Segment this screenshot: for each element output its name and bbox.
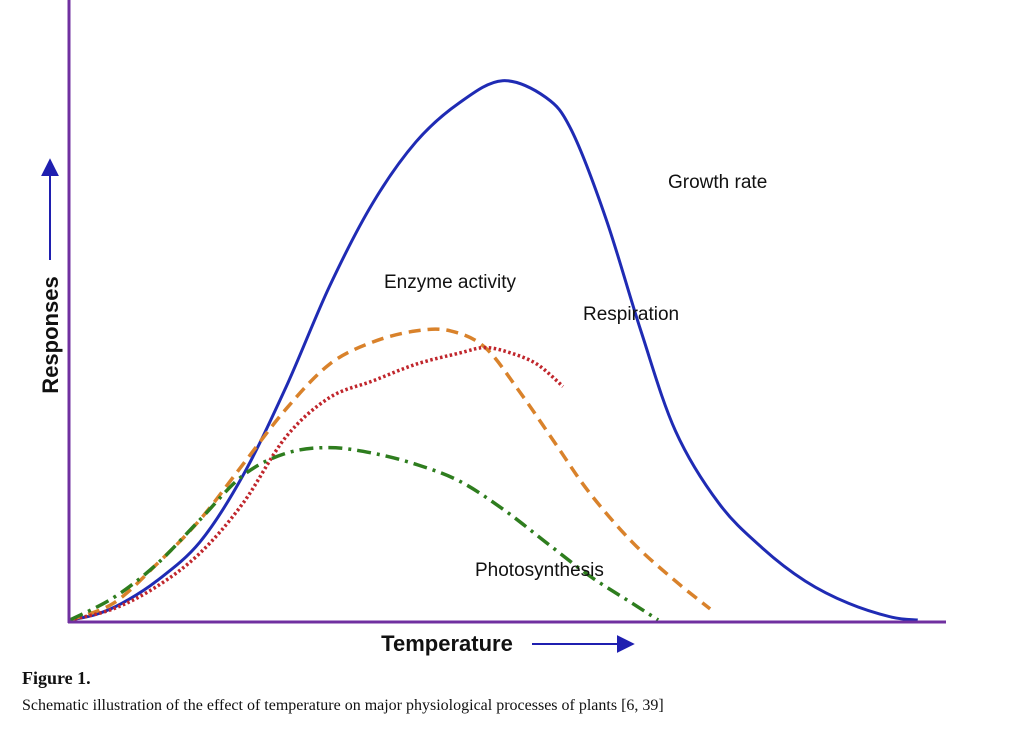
figure-caption: Figure 1. Schematic illustration of the …	[22, 668, 1002, 715]
figure-title: Figure 1.	[22, 668, 91, 688]
label-enzyme-activity: Enzyme activity	[384, 272, 516, 293]
figure-description: Schematic illustration of the effect of …	[22, 697, 664, 714]
label-photosynthesis: Photosynthesis	[475, 560, 604, 581]
series-line-enzyme-activity	[69, 327, 712, 622]
series-line-respiration	[69, 345, 565, 622]
series-line-photosynthesis	[69, 445, 660, 622]
label-respiration: Respiration	[583, 304, 679, 325]
y-axis-label: Responses	[38, 276, 63, 393]
x-axis-label: Temperature	[381, 631, 513, 656]
y-axis-label-group: Responses	[38, 158, 63, 394]
curves-group	[69, 79, 918, 622]
series-line-growth-rate	[69, 79, 918, 622]
chart: Responses Temperature Growth rate Enzyme…	[38, 0, 946, 656]
label-growth-rate: Growth rate	[668, 172, 767, 193]
x-axis-label-group: Temperature	[381, 631, 635, 656]
